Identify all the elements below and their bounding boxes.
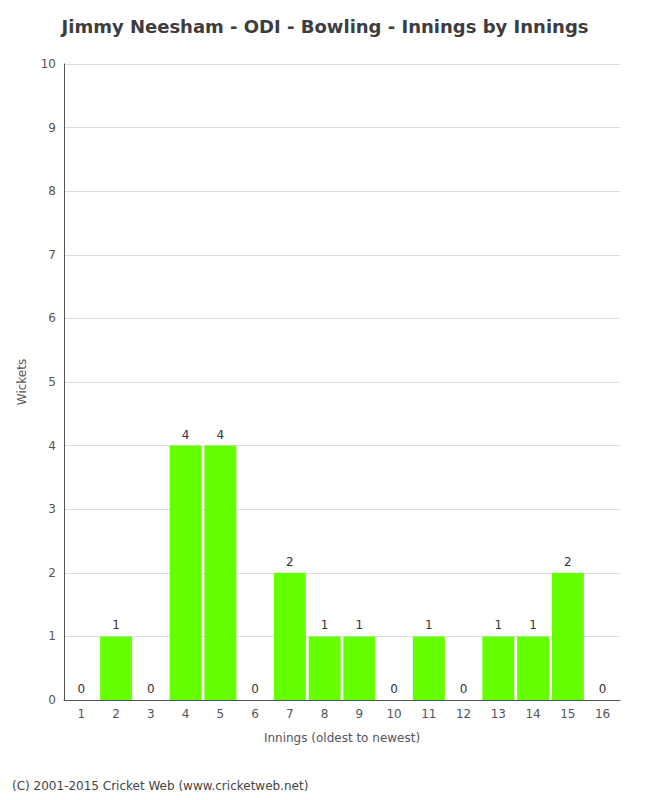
svg-text:0: 0 xyxy=(390,682,398,696)
svg-text:8: 8 xyxy=(321,707,329,721)
svg-text:(C) 2001-2015 Cricket Web (www: (C) 2001-2015 Cricket Web (www.cricketwe… xyxy=(12,779,308,793)
svg-text:10: 10 xyxy=(386,707,401,721)
svg-text:16: 16 xyxy=(595,707,610,721)
svg-text:9: 9 xyxy=(356,707,364,721)
svg-text:3: 3 xyxy=(147,707,155,721)
svg-text:15: 15 xyxy=(560,707,575,721)
svg-text:Wickets: Wickets xyxy=(15,359,29,405)
svg-text:4: 4 xyxy=(182,707,190,721)
svg-text:1: 1 xyxy=(321,618,329,632)
svg-text:1: 1 xyxy=(112,618,120,632)
svg-text:4: 4 xyxy=(48,439,56,453)
svg-text:8: 8 xyxy=(48,184,56,198)
svg-text:1: 1 xyxy=(425,618,433,632)
svg-text:0: 0 xyxy=(48,693,56,707)
svg-text:0: 0 xyxy=(147,682,155,696)
svg-text:12: 12 xyxy=(456,707,471,721)
svg-text:Jimmy Neesham - ODI - Bowling: Jimmy Neesham - ODI - Bowling - Innings … xyxy=(60,16,589,37)
svg-text:11: 11 xyxy=(421,707,436,721)
svg-text:1: 1 xyxy=(48,629,56,643)
svg-text:10: 10 xyxy=(41,57,56,71)
svg-text:2: 2 xyxy=(112,707,120,721)
svg-text:1: 1 xyxy=(356,618,364,632)
svg-text:13: 13 xyxy=(491,707,506,721)
svg-text:1: 1 xyxy=(529,618,537,632)
svg-text:7: 7 xyxy=(286,707,294,721)
svg-text:Innings (oldest to newest): Innings (oldest to newest) xyxy=(264,731,420,745)
svg-text:0: 0 xyxy=(599,682,607,696)
svg-text:5: 5 xyxy=(217,707,225,721)
svg-text:0: 0 xyxy=(251,682,259,696)
svg-text:2: 2 xyxy=(286,555,294,569)
svg-text:3: 3 xyxy=(48,502,56,516)
svg-text:5: 5 xyxy=(48,375,56,389)
svg-text:4: 4 xyxy=(182,428,190,442)
svg-text:2: 2 xyxy=(564,555,572,569)
svg-text:1: 1 xyxy=(78,707,86,721)
svg-text:9: 9 xyxy=(48,121,56,135)
svg-text:14: 14 xyxy=(525,707,540,721)
svg-text:0: 0 xyxy=(78,682,86,696)
svg-text:6: 6 xyxy=(251,707,259,721)
svg-text:0: 0 xyxy=(460,682,468,696)
svg-text:4: 4 xyxy=(217,428,225,442)
svg-text:2: 2 xyxy=(48,566,56,580)
svg-text:6: 6 xyxy=(48,311,56,325)
svg-text:7: 7 xyxy=(48,248,56,262)
svg-text:1: 1 xyxy=(495,618,503,632)
